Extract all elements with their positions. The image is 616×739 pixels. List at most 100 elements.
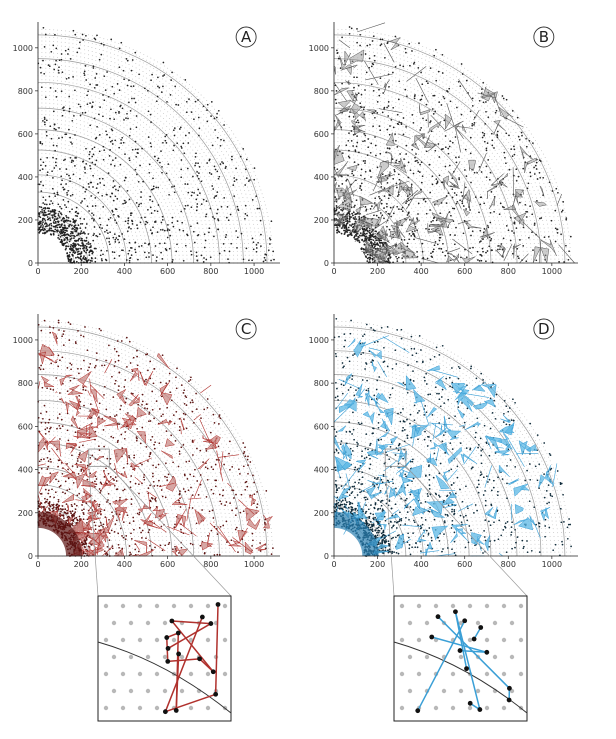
- grid-point: [53, 119, 54, 120]
- grid-point: [426, 239, 427, 240]
- grid-point: [375, 191, 376, 192]
- grid-point: [365, 157, 366, 158]
- grid-point: [169, 118, 170, 119]
- grid-point: [125, 62, 126, 63]
- grid-point: [159, 217, 160, 218]
- grid-point: [76, 99, 77, 100]
- hit-point: [44, 46, 46, 48]
- grid-point: [87, 230, 88, 231]
- hit-point: [41, 86, 43, 88]
- grid-point: [53, 185, 54, 186]
- grid-point: [201, 220, 202, 221]
- grid-point: [233, 165, 234, 166]
- grid-point: [103, 225, 104, 226]
- grid-point: [376, 169, 377, 170]
- grid-point: [380, 167, 381, 168]
- grid-point: [61, 143, 62, 144]
- grid-point: [127, 154, 128, 155]
- hit-point: [166, 101, 168, 103]
- grid-point: [193, 224, 194, 225]
- grid-point: [226, 151, 227, 152]
- grid-point: [122, 243, 123, 244]
- grid-point: [202, 228, 203, 229]
- grid-point: [194, 251, 195, 252]
- hit-point: [65, 227, 67, 229]
- grid-point: [98, 153, 99, 154]
- grid-point: [199, 159, 200, 160]
- grid-point: [365, 169, 366, 170]
- grid-point: [174, 157, 175, 158]
- grid-point: [139, 148, 140, 149]
- hit-point: [42, 225, 44, 227]
- grid-point: [72, 35, 73, 36]
- grid-point: [152, 203, 153, 204]
- grid-point: [109, 189, 110, 190]
- grid-point: [41, 68, 42, 69]
- hit-point: [101, 195, 103, 197]
- hit-point: [48, 210, 50, 212]
- grid-point: [150, 159, 151, 160]
- grid-point: [349, 170, 350, 171]
- grid-point: [185, 239, 186, 240]
- grid-point: [130, 162, 131, 163]
- grid-point: [368, 187, 369, 188]
- hit-point: [222, 163, 224, 165]
- hit-point: [83, 218, 85, 220]
- grid-point: [229, 134, 230, 135]
- grid-point: [204, 133, 205, 134]
- grid-point: [126, 133, 127, 134]
- grid-point: [250, 182, 251, 183]
- grid-point: [264, 201, 265, 202]
- grid-point: [163, 182, 164, 183]
- grid-point: [167, 106, 168, 107]
- grid-point: [139, 134, 140, 135]
- hit-point: [113, 200, 115, 202]
- hit-point: [186, 233, 188, 235]
- grid-point: [242, 165, 243, 166]
- grid-point: [86, 182, 87, 183]
- grid-point: [76, 152, 77, 153]
- grid-point: [45, 99, 46, 100]
- hit-point: [138, 246, 140, 248]
- grid-point: [173, 184, 174, 185]
- grid-point: [64, 201, 65, 202]
- grid-point: [64, 209, 65, 210]
- grid-point: [427, 190, 428, 191]
- grid-point: [57, 178, 58, 179]
- grid-point: [132, 152, 133, 153]
- grid-point: [206, 149, 207, 150]
- hit-point: [180, 146, 182, 148]
- grid-point: [231, 232, 232, 233]
- grid-point: [185, 224, 186, 225]
- grid-point: [136, 59, 137, 60]
- hit-point: [253, 241, 255, 243]
- hit-point: [55, 162, 57, 164]
- hit-point: [198, 178, 200, 180]
- grid-point: [232, 190, 233, 191]
- grid-point: [229, 141, 230, 142]
- grid-point: [169, 170, 170, 171]
- grid-point: [402, 215, 403, 216]
- grid-point: [209, 186, 210, 187]
- grid-point: [411, 208, 412, 209]
- hit-point: [218, 176, 220, 178]
- grid-point: [346, 212, 347, 213]
- grid-point: [391, 208, 392, 209]
- hit-point: [273, 259, 275, 261]
- grid-point: [65, 172, 66, 173]
- grid-point: [73, 87, 74, 88]
- grid-point: [167, 167, 168, 168]
- grid-point: [338, 180, 339, 181]
- grid-point: [133, 217, 134, 218]
- grid-point: [146, 166, 147, 167]
- hit-point: [55, 165, 57, 167]
- grid-point: [79, 169, 80, 170]
- grid-point: [162, 149, 163, 150]
- hit-point: [48, 64, 50, 66]
- grid-point: [169, 224, 170, 225]
- hit-point: [167, 163, 169, 165]
- grid-point: [76, 111, 77, 112]
- grid-point: [74, 215, 75, 216]
- hit-point: [59, 168, 61, 170]
- hit-point: [78, 257, 80, 259]
